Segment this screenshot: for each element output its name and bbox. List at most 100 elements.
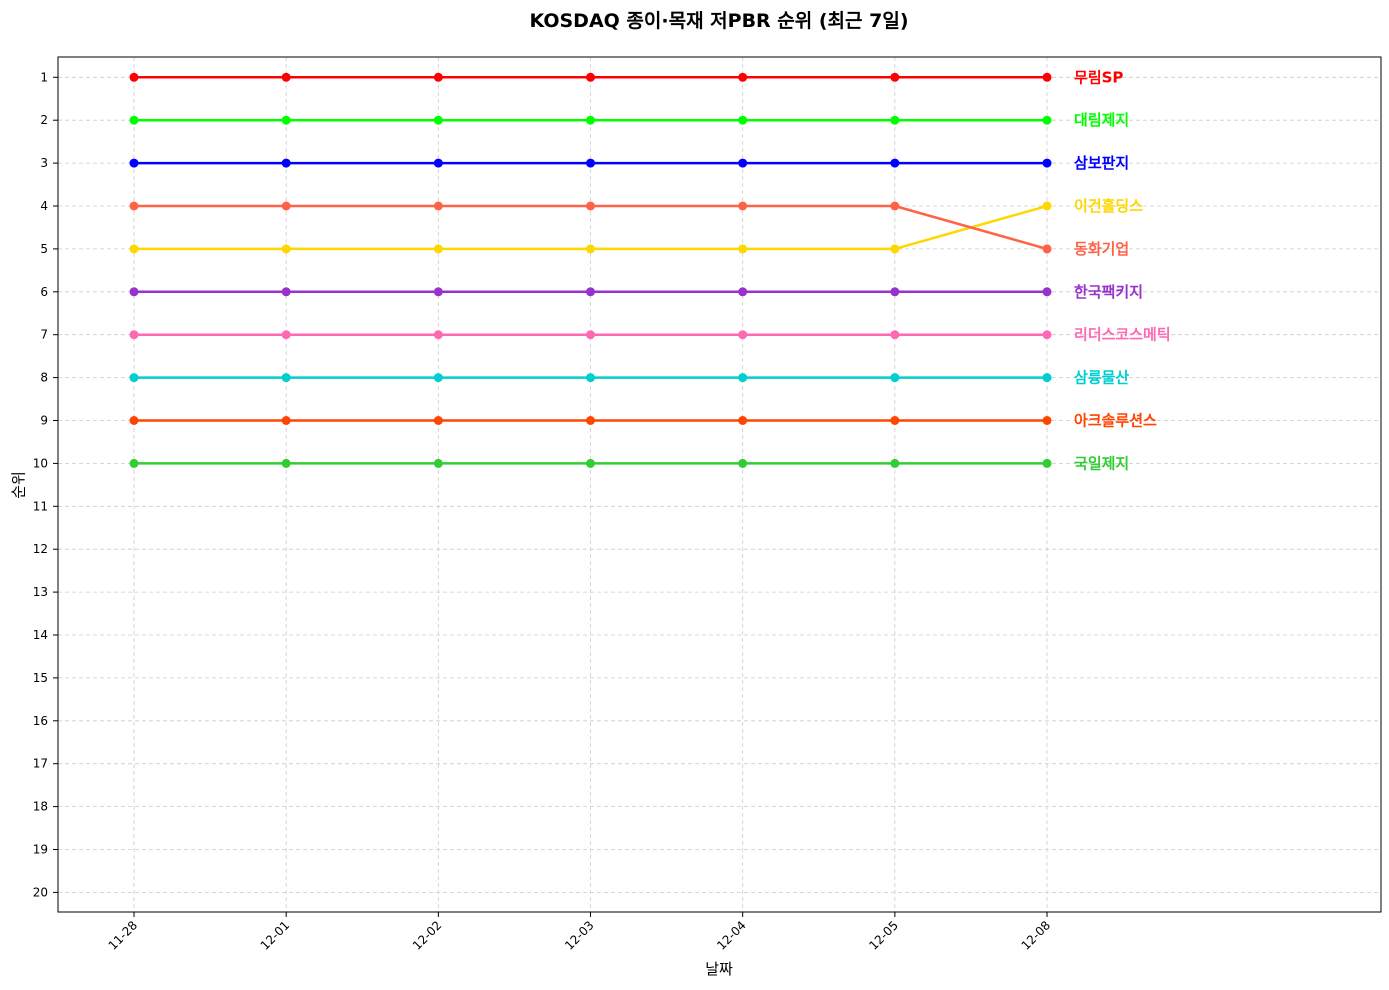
data-point	[890, 244, 900, 254]
data-point	[1042, 115, 1052, 125]
data-point	[1042, 458, 1052, 468]
data-point	[281, 158, 291, 168]
data-point	[890, 287, 900, 297]
data-point	[890, 201, 900, 211]
series-label: 무림SP	[1074, 68, 1123, 86]
data-point	[738, 330, 748, 340]
y-tick-label: 12	[33, 542, 48, 556]
data-point	[281, 201, 291, 211]
x-tick-label: 11-28	[106, 918, 141, 953]
data-point	[890, 458, 900, 468]
series-label: 이건홀딩스	[1074, 197, 1143, 215]
data-point	[586, 244, 596, 254]
series-label: 삼륭물산	[1074, 369, 1129, 387]
data-point	[433, 158, 443, 168]
series-label: 삼보판지	[1074, 154, 1129, 172]
data-point	[1042, 201, 1052, 211]
x-tick-label: 12-02	[410, 918, 445, 953]
data-point	[1042, 158, 1052, 168]
data-point	[281, 373, 291, 383]
y-tick-label: 7	[40, 328, 48, 342]
data-point	[586, 72, 596, 82]
data-point	[129, 287, 139, 297]
x-axis-label: 날짜	[705, 960, 733, 978]
data-point	[433, 244, 443, 254]
plot-frame	[57, 56, 1382, 913]
data-point	[586, 330, 596, 340]
y-tick-label: 14	[33, 628, 48, 642]
y-tick-label: 18	[33, 800, 48, 814]
y-tick-label: 9	[40, 414, 48, 428]
series-labels: 무림SP 대림제지삼보판지이건홀딩스동화기업한국팩키지리더스코스메틱삼륭물산아크솔…	[1074, 68, 1171, 472]
y-tick-label: 20	[33, 885, 48, 899]
data-point	[586, 373, 596, 383]
data-point	[586, 287, 596, 297]
data-point	[890, 330, 900, 340]
data-point	[890, 373, 900, 383]
data-point	[890, 72, 900, 82]
y-tick-label: 11	[33, 499, 48, 513]
data-point	[129, 72, 139, 82]
data-point	[890, 416, 900, 425]
x-tick-label: 12-04	[714, 918, 749, 953]
data-point	[738, 72, 748, 82]
data-point	[281, 416, 291, 425]
y-tick-label: 16	[33, 714, 48, 728]
data-point	[129, 158, 139, 168]
data-point	[738, 458, 748, 468]
data-point	[433, 201, 443, 211]
data-point	[433, 72, 443, 82]
data-point	[586, 458, 596, 468]
chart-title: KOSDAQ 종이·목재 저PBR 순위 (최근 7일)	[529, 10, 909, 32]
series-label: 리더스코스메틱	[1074, 326, 1171, 344]
y-tick-label: 19	[33, 843, 48, 857]
data-point	[1042, 330, 1052, 340]
data-point	[281, 287, 291, 297]
data-point	[890, 115, 900, 125]
x-tick-label: 12-01	[258, 918, 293, 953]
x-tick-label: 12-03	[562, 918, 597, 953]
data-point	[129, 115, 139, 125]
series-label: 한국팩키지	[1074, 283, 1143, 301]
data-point	[1042, 287, 1052, 297]
data-point	[129, 201, 139, 211]
data-point	[738, 373, 748, 383]
data-point	[738, 115, 748, 125]
grid	[58, 57, 1381, 912]
data-point	[738, 244, 748, 254]
series-label: 대림제지	[1074, 111, 1129, 129]
data-point	[433, 373, 443, 383]
data-point	[586, 158, 596, 168]
y-tick-label: 13	[33, 585, 48, 599]
data-point	[433, 416, 443, 425]
data-point	[281, 244, 291, 254]
y-tick-label: 8	[40, 371, 48, 385]
data-point	[433, 330, 443, 340]
y-tick-label: 1	[40, 70, 48, 84]
data-point	[738, 416, 748, 425]
series-label: 국일제지	[1074, 454, 1129, 472]
data-point	[738, 158, 748, 168]
data-point	[586, 416, 596, 425]
x-tick-label: 12-05	[866, 918, 901, 953]
data-point	[129, 373, 139, 383]
data-point	[738, 287, 748, 297]
data-point	[129, 244, 139, 254]
data-point	[738, 201, 748, 211]
y-tick-label: 6	[40, 285, 48, 299]
y-tick-label: 3	[40, 156, 48, 170]
data-point	[129, 458, 139, 468]
data-point	[1042, 244, 1052, 254]
series-label: 아크솔루션스	[1074, 412, 1157, 430]
y-tick-label: 5	[40, 242, 48, 256]
data-point	[1042, 72, 1052, 82]
data-point	[281, 72, 291, 82]
series-label: 동화기업	[1074, 240, 1129, 258]
data-point	[129, 416, 139, 425]
data-point	[281, 115, 291, 125]
data-point	[433, 458, 443, 468]
data-point	[1042, 373, 1052, 383]
y-tick-label: 10	[33, 456, 48, 470]
